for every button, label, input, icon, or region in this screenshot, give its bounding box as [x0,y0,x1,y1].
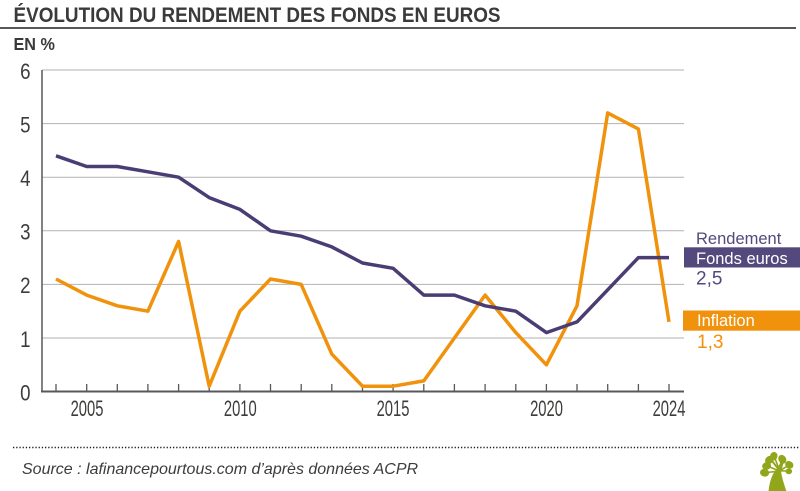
svg-text:2: 2 [20,275,30,299]
svg-text:6: 6 [20,60,30,84]
svg-text:ÉVOLUTION DU RENDEMENT DES FON: ÉVOLUTION DU RENDEMENT DES FONDS EN EURO… [14,3,501,27]
svg-text:1,3: 1,3 [697,332,723,353]
svg-text:3: 3 [20,221,30,245]
svg-text:2005: 2005 [71,396,104,421]
svg-text:0: 0 [20,382,30,406]
svg-text:Rendement: Rendement [696,230,782,248]
svg-text:4: 4 [20,168,30,192]
svg-text:Fonds euros: Fonds euros [696,250,788,268]
svg-text:2,5: 2,5 [696,269,722,290]
svg-text:2020: 2020 [530,396,563,421]
svg-text:1: 1 [20,328,30,352]
svg-text:2024: 2024 [653,396,686,421]
svg-text:Source : lafinancepourtous.com: Source : lafinancepourtous.com d’après d… [22,461,419,478]
svg-text:2010: 2010 [224,396,257,421]
svg-text:2015: 2015 [377,396,410,421]
svg-text:5: 5 [20,114,30,138]
svg-text:Inflation: Inflation [697,312,755,330]
svg-text:EN %: EN % [14,34,55,54]
